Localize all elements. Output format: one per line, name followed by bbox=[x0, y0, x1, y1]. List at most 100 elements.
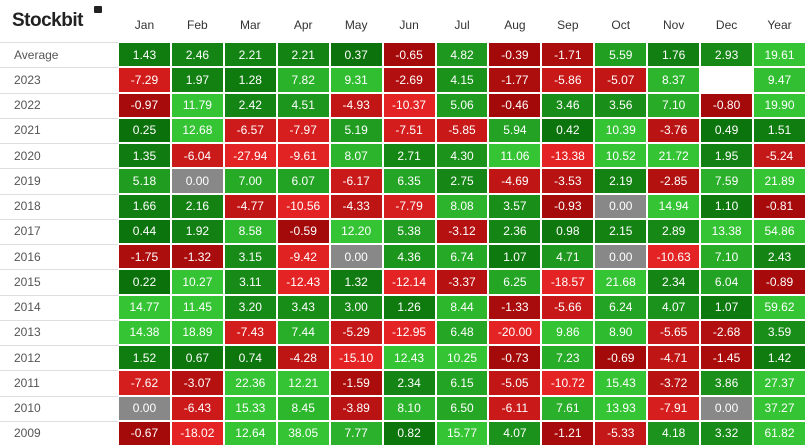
cell: 4.51 bbox=[276, 92, 330, 118]
cell: -5.24 bbox=[753, 143, 806, 169]
cell: 3.56 bbox=[594, 92, 648, 118]
cell: 15.33 bbox=[223, 395, 277, 421]
cell: 5.19 bbox=[329, 117, 383, 143]
cell: 1.97 bbox=[170, 67, 224, 93]
cell: 6.25 bbox=[488, 269, 542, 295]
cell: -0.69 bbox=[594, 345, 648, 371]
cell: 1.76 bbox=[647, 42, 701, 68]
cell: -15.10 bbox=[329, 345, 383, 371]
cell: 2.71 bbox=[382, 143, 436, 169]
cell: -7.97 bbox=[276, 117, 330, 143]
cell: -12.14 bbox=[382, 269, 436, 295]
cell: 1.42 bbox=[753, 345, 806, 371]
cell: 8.10 bbox=[382, 395, 436, 421]
cell: 3.46 bbox=[541, 92, 595, 118]
cell: 9.86 bbox=[541, 319, 595, 345]
cell: 3.32 bbox=[700, 420, 754, 446]
cell: -0.46 bbox=[488, 92, 542, 118]
cell: 5.38 bbox=[382, 218, 436, 244]
column-header: Feb bbox=[187, 18, 208, 32]
row-label: 2018 bbox=[14, 199, 41, 214]
row-separator bbox=[0, 168, 118, 170]
cell: 1.52 bbox=[118, 345, 171, 371]
cell: -3.89 bbox=[329, 395, 383, 421]
cell: 14.94 bbox=[647, 193, 701, 219]
cell: 12.21 bbox=[276, 370, 330, 396]
cell: 1.43 bbox=[118, 42, 171, 68]
cell: 7.23 bbox=[541, 345, 595, 371]
cell: -7.91 bbox=[647, 395, 701, 421]
cell: 11.06 bbox=[488, 143, 542, 169]
cell: -7.29 bbox=[118, 67, 171, 93]
row-separator bbox=[0, 143, 118, 144]
cell: 21.72 bbox=[647, 143, 701, 169]
cell: 22.36 bbox=[223, 370, 277, 396]
column-header: Year bbox=[767, 18, 792, 32]
cell: 1.35 bbox=[118, 143, 171, 169]
column-header: Jun bbox=[399, 18, 419, 32]
cell: 1.07 bbox=[700, 294, 754, 320]
column-header: Mar bbox=[239, 18, 261, 32]
row-separator bbox=[0, 67, 118, 69]
cell: 8.44 bbox=[435, 294, 489, 320]
cell: -0.89 bbox=[753, 269, 806, 295]
cell: -4.77 bbox=[223, 193, 277, 219]
cell: -9.42 bbox=[276, 244, 330, 270]
cell: -5.05 bbox=[488, 370, 542, 396]
cell: 9.31 bbox=[329, 67, 383, 93]
cell: 4.82 bbox=[435, 42, 489, 68]
cell: 5.94 bbox=[488, 117, 542, 143]
row-separator bbox=[0, 269, 118, 271]
row-separator bbox=[0, 244, 118, 245]
cell: 2.34 bbox=[382, 370, 436, 396]
cell: 59.62 bbox=[753, 294, 806, 320]
cell bbox=[700, 67, 754, 93]
row-label: 2020 bbox=[14, 148, 41, 163]
cell: -0.59 bbox=[276, 218, 330, 244]
cell: 12.68 bbox=[170, 117, 224, 143]
cell: -0.73 bbox=[488, 345, 542, 371]
column-header: Oct bbox=[611, 18, 631, 32]
cell: -6.11 bbox=[488, 395, 542, 421]
cell: -12.95 bbox=[382, 319, 436, 345]
cell: -5.86 bbox=[541, 67, 595, 93]
cell: 10.27 bbox=[170, 269, 224, 295]
cell: 61.82 bbox=[753, 420, 806, 446]
cell: 0.49 bbox=[700, 117, 754, 143]
cell: 11.45 bbox=[170, 294, 224, 320]
cell: 3.11 bbox=[223, 269, 277, 295]
cell: 0.98 bbox=[541, 218, 595, 244]
cell: 0.44 bbox=[118, 218, 171, 244]
row-label: 2009 bbox=[14, 426, 41, 441]
cell: -4.71 bbox=[647, 345, 701, 371]
cell: 8.07 bbox=[329, 143, 383, 169]
cell: 21.68 bbox=[594, 269, 648, 295]
cell: 0.67 bbox=[170, 345, 224, 371]
cell: 3.43 bbox=[276, 294, 330, 320]
cell: 8.08 bbox=[435, 193, 489, 219]
cell: 21.89 bbox=[753, 168, 806, 194]
cell: 3.57 bbox=[488, 193, 542, 219]
cell: 1.10 bbox=[700, 193, 754, 219]
cell: -3.07 bbox=[170, 370, 224, 396]
cell: -0.93 bbox=[541, 193, 595, 219]
cell: -20.00 bbox=[488, 319, 542, 345]
cell: -10.72 bbox=[541, 370, 595, 396]
row-label: Average bbox=[14, 47, 59, 62]
cell: -1.33 bbox=[488, 294, 542, 320]
row-label: 2015 bbox=[14, 274, 41, 289]
cell: -10.63 bbox=[647, 244, 701, 270]
cell: -7.79 bbox=[382, 193, 436, 219]
cell: 12.20 bbox=[329, 218, 383, 244]
cell: 8.45 bbox=[276, 395, 330, 421]
cell: -1.21 bbox=[541, 420, 595, 446]
cell: -5.85 bbox=[435, 117, 489, 143]
cell: 4.15 bbox=[435, 67, 489, 93]
cell: 4.18 bbox=[647, 420, 701, 446]
cell: 10.25 bbox=[435, 345, 489, 371]
cell: -1.45 bbox=[700, 345, 754, 371]
cell: 7.82 bbox=[276, 67, 330, 93]
cell: 8.37 bbox=[647, 67, 701, 93]
cell: -3.53 bbox=[541, 168, 595, 194]
